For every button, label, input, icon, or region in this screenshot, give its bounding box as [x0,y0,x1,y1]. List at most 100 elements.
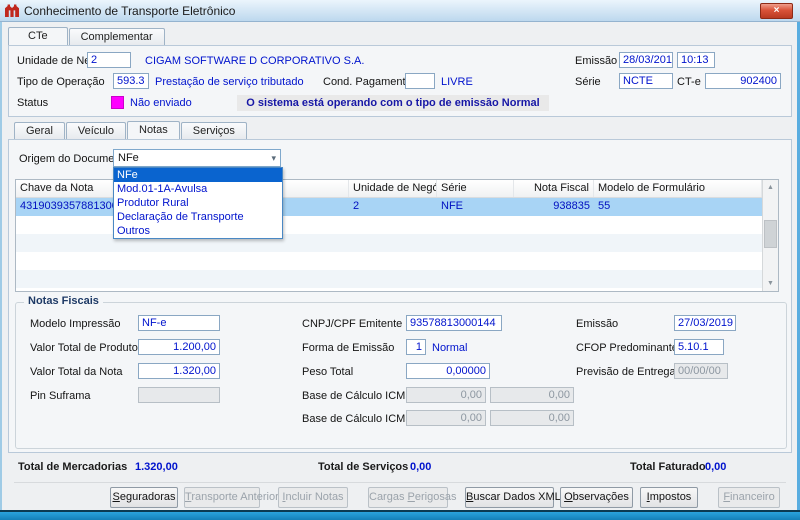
modelo-impressao-label: Modelo Impressão [30,318,121,330]
tipo-operacao-label: Tipo de Operação [17,76,105,88]
scrollbar-thumb[interactable] [764,220,777,248]
table-row-empty [16,252,762,270]
valor-produtos-label: Valor Total de Produtos [30,342,144,354]
column-chave-da-nota[interactable]: Chave da Nota [16,180,349,197]
emissao-time-field[interactable]: 10:13 [677,52,715,68]
buscar-dados-xml-button[interactable]: Buscar Dados XML [465,487,561,508]
total-faturado-label: Total Faturado [630,461,706,473]
titlebar: Conhecimento de Transporte Eletrônico × [0,0,800,22]
cnpj-emitente-field[interactable]: 93578813000144 [406,315,502,331]
impostos-button[interactable]: Impostos [640,487,698,508]
tab-cte[interactable]: CTe [8,27,68,45]
cond-pagamento-label: Cond. Pagamento [323,76,412,88]
total-mercadorias-value: 1.320,00 [135,461,178,473]
tab-complementar[interactable]: Complementar [68,28,165,45]
cell-serie: NFE [441,200,463,212]
cte-number-field[interactable]: 902400 [705,73,781,89]
transporte-anterior-button: Transporte Anterior [184,487,279,508]
tab-notas[interactable]: Notas [127,121,180,139]
forma-emissao-label: Forma de Emissão [302,342,395,354]
column-nota-fiscal[interactable]: Nota Fiscal [514,180,594,197]
total-servicos-value: 0,00 [410,461,432,473]
tab-geral[interactable]: Geral [14,122,65,139]
cte-number-label: CT-e [677,76,701,88]
previsao-entrega-label: Previsão de Entrega [576,366,676,378]
system-message-bar: O sistema está operando com o tipo de em… [237,95,549,111]
window-frame-bottom [0,510,800,520]
valor-nota-label: Valor Total da Nota [30,366,123,378]
base-icms-st-field-2: 0,00 [490,410,574,426]
dropdown-option-produtor-rural[interactable]: Produtor Rural [117,197,189,209]
emissao-date-field[interactable]: 28/03/2019 [619,52,673,68]
scroll-down-icon[interactable]: ▼ [767,280,774,287]
forma-emissao-description: Normal [432,342,468,354]
origem-documento-dropdown: NFe Mod.01-1A-Avulsa Produtor Rural Decl… [113,167,283,239]
totals-bar: Total de Mercadorias 1.320,00 Total de S… [10,461,790,477]
serie-label: Série [575,76,601,88]
header-panel: Unidade de Negócio 2 CIGAM SOFTWARE D CO… [8,45,792,117]
column-serie[interactable]: Série [437,180,514,197]
cell-chave: 4319039357881300014 [20,200,137,212]
cnpj-emitente-label: CNPJ/CPF Emitente [302,318,403,330]
tab-servicos[interactable]: Serviços [180,122,247,139]
tab-veiculo[interactable]: Veículo [65,122,126,139]
column-unidade-negocio[interactable]: Unidade de Negócio [349,180,437,197]
tipo-operacao-description: Prestação de serviço tributado [155,76,304,88]
scroll-up-icon[interactable]: ▲ [767,184,774,191]
dropdown-option-nfe[interactable]: NFe [114,168,282,182]
status-color-swatch [111,96,124,109]
chevron-down-icon: ▾ [271,152,276,163]
dropdown-option-declaracao-transporte[interactable]: Declaração de Transporte [117,211,244,223]
observacoes-button[interactable]: Observações [560,487,633,508]
status-label: Status [17,97,49,109]
notas-panel: Origem do Documento NFe ▾ NFe Mod.01-1A-… [8,139,792,453]
serie-field[interactable]: NCTE [619,73,673,89]
cargas-perigosas-button: Cargas Perigosas [368,487,456,508]
cell-nota-fiscal: 938835 [553,200,590,212]
emissao-nota-label: Emissão [576,318,619,330]
table-row-empty [16,270,762,288]
origem-documento-label: Origem do Documento [19,153,130,165]
emissao-label: Emissão [575,55,618,67]
emissao-nota-field[interactable]: 27/03/2019 [674,315,736,331]
previsao-entrega-field: 00/00/00 [674,363,728,379]
cfop-predominante-field[interactable]: 5.10.1 [674,339,724,355]
dropdown-option-mod01[interactable]: Mod.01-1A-Avulsa [117,183,208,195]
peso-total-label: Peso Total [302,366,354,378]
modelo-impressao-field[interactable]: NF-e [138,315,220,331]
valor-produtos-field[interactable]: 1.200,00 [138,339,220,355]
unidade-negocio-field[interactable]: 2 [87,52,131,68]
cond-pagamento-description: LIVRE [441,76,473,88]
incluir-notas-button: Incluir Notas [278,487,348,508]
peso-total-field[interactable]: 0,00000 [406,363,490,379]
pin-suframa-label: Pin Suframa [30,390,91,402]
pin-suframa-field [138,387,220,403]
unidade-negocio-description: CIGAM SOFTWARE D CORPORATIVO S.A. [145,55,365,67]
base-icms-field-1: 0,00 [406,387,486,403]
valor-nota-field[interactable]: 1.320,00 [138,363,220,379]
notas-fiscais-group: Notas Fiscais Modelo Impressão NF-e Valo… [15,295,787,449]
total-faturado-value: 0,00 [705,461,727,473]
financeiro-button: Financeiro [718,487,780,508]
base-icms-st-label: Base de Cálculo ICMS ST [302,413,430,425]
cell-modelo: 55 [598,200,611,212]
base-icms-field-2: 0,00 [490,387,574,403]
column-modelo-formulario[interactable]: Modelo de Formulário [594,180,762,197]
seguradoras-button[interactable]: Seguradoras [110,487,178,508]
cfop-predominante-label: CFOP Predominante [576,342,678,354]
cond-pagamento-field[interactable] [405,73,435,89]
base-icms-st-field-1: 0,00 [406,410,486,426]
origem-documento-combobox[interactable]: NFe ▾ [113,149,281,167]
total-mercadorias-label: Total de Mercadorias [18,461,128,473]
dropdown-option-outros[interactable]: Outros [117,225,151,237]
tipo-operacao-field[interactable]: 593.3 [113,73,149,89]
forma-emissao-field[interactable]: 1 [406,339,426,355]
footer-separator [14,482,786,483]
table-vertical-scrollbar[interactable]: ▲ ▼ [762,180,778,291]
close-button[interactable]: × [760,3,793,19]
window-frame-right [797,22,800,520]
section-tabstrip: Geral Veículo Notas Serviços [14,121,248,139]
total-servicos-label: Total de Serviços [318,461,409,473]
notas-fiscais-group-title: Notas Fiscais [24,295,103,307]
